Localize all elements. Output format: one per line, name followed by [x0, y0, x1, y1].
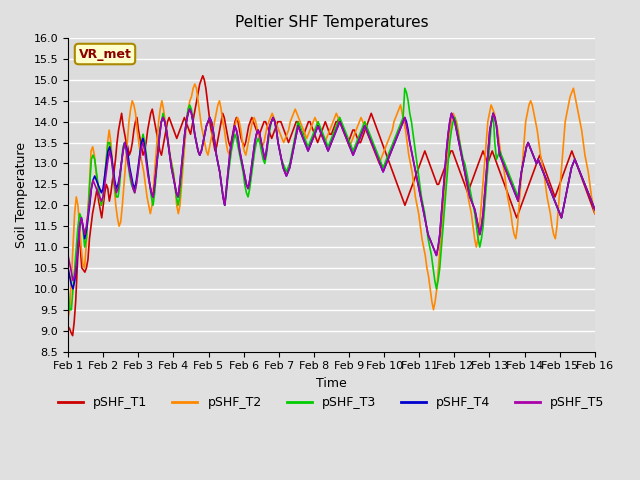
pSHF_T5 — [84, 211, 92, 216]
pSHF_T5 — [397, 123, 405, 129]
pSHF_T1 — [216, 127, 223, 133]
pSHF_T5 — [83, 223, 90, 229]
pSHF_T1 — [64, 324, 72, 329]
pSHF_T5 — [186, 106, 193, 112]
pSHF_T4 — [279, 165, 287, 170]
pSHF_T3 — [83, 236, 90, 241]
pSHF_T4 — [84, 215, 92, 221]
pSHF_T4 — [186, 106, 193, 112]
pSHF_T4 — [69, 286, 77, 292]
pSHF_T2 — [171, 181, 179, 187]
pSHF_T5 — [64, 252, 72, 258]
pSHF_T2 — [591, 211, 598, 216]
Line: pSHF_T1: pSHF_T1 — [68, 76, 595, 336]
Legend: pSHF_T1, pSHF_T2, pSHF_T3, pSHF_T4, pSHF_T5: pSHF_T1, pSHF_T2, pSHF_T3, pSHF_T4, pSHF… — [53, 391, 610, 414]
pSHF_T1 — [196, 81, 204, 87]
pSHF_T5 — [69, 277, 77, 283]
X-axis label: Time: Time — [316, 377, 347, 390]
pSHF_T1 — [199, 73, 207, 79]
pSHF_T2 — [397, 102, 404, 108]
pSHF_T2 — [64, 315, 72, 321]
pSHF_T3 — [396, 123, 404, 129]
pSHF_T3 — [84, 211, 92, 216]
pSHF_T4 — [591, 206, 598, 212]
pSHF_T1 — [147, 110, 155, 116]
pSHF_T5 — [591, 206, 598, 212]
pSHF_T4 — [463, 177, 470, 183]
pSHF_T4 — [64, 265, 72, 271]
pSHF_T3 — [591, 206, 598, 212]
pSHF_T3 — [66, 307, 74, 312]
pSHF_T2 — [300, 127, 307, 133]
Line: pSHF_T2: pSHF_T2 — [68, 84, 595, 318]
pSHF_T1 — [68, 333, 76, 338]
pSHF_T3 — [64, 286, 72, 292]
Line: pSHF_T3: pSHF_T3 — [68, 88, 595, 310]
pSHF_T5 — [239, 165, 247, 170]
pSHF_T5 — [279, 165, 287, 170]
pSHF_T2 — [540, 169, 548, 175]
pSHF_T5 — [463, 177, 470, 183]
pSHF_T3 — [463, 169, 470, 175]
pSHF_T3 — [401, 85, 408, 91]
pSHF_T3 — [278, 156, 285, 162]
pSHF_T4 — [239, 165, 247, 170]
pSHF_T3 — [237, 161, 245, 167]
pSHF_T1 — [70, 319, 78, 325]
pSHF_T1 — [291, 123, 298, 129]
pSHF_T4 — [397, 123, 405, 129]
pSHF_T4 — [83, 228, 90, 233]
Text: VR_met: VR_met — [79, 48, 131, 60]
Y-axis label: Soil Temperature: Soil Temperature — [15, 142, 28, 248]
pSHF_T2 — [382, 144, 390, 150]
Line: pSHF_T4: pSHF_T4 — [68, 109, 595, 289]
pSHF_T2 — [440, 203, 447, 208]
pSHF_T1 — [389, 169, 397, 175]
Title: Peltier SHF Temperatures: Peltier SHF Temperatures — [235, 15, 428, 30]
Line: pSHF_T5: pSHF_T5 — [68, 109, 595, 280]
pSHF_T1 — [591, 211, 598, 216]
pSHF_T2 — [191, 81, 198, 87]
